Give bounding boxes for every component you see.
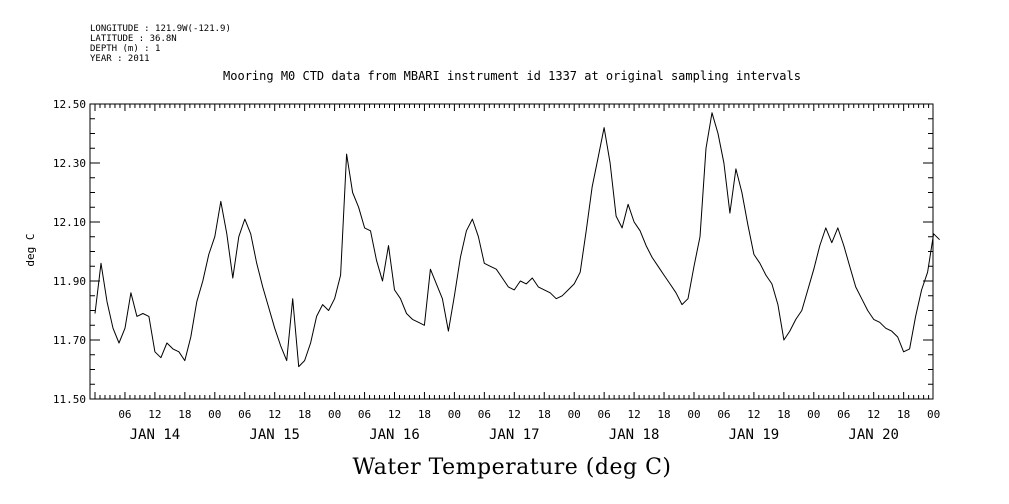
y-tick-label: 12.50 <box>53 98 86 111</box>
x-hour-label: 18 <box>657 408 670 421</box>
x-hour-label: 06 <box>238 408 251 421</box>
header-year: YEAR : 2011 <box>90 54 150 64</box>
x-hour-label: 18 <box>298 408 311 421</box>
x-hour-label: 06 <box>598 408 611 421</box>
x-day-label: JAN 15 <box>249 427 300 443</box>
x-day-label: JAN 20 <box>848 427 899 443</box>
x-hour-label: 12 <box>148 408 161 421</box>
x-hour-label: 12 <box>627 408 640 421</box>
x-hour-label: 06 <box>478 408 491 421</box>
y-tick-label: 12.30 <box>53 157 86 170</box>
x-hour-label: 12 <box>747 408 760 421</box>
x-day-label: JAN 19 <box>729 427 780 443</box>
y-tick-label: 11.90 <box>53 275 86 288</box>
data-layer <box>94 112 940 368</box>
x-hour-label: 00 <box>328 408 341 421</box>
x-day-label: JAN 14 <box>130 427 181 443</box>
header-depth: DEPTH (m) : 1 <box>90 44 160 54</box>
y-tick-label: 11.70 <box>53 334 86 347</box>
x-hour-label: 00 <box>568 408 581 421</box>
y-tick-label: 12.10 <box>53 216 86 229</box>
axes-layer: 11.50 11.70 11.90 12.10 12.30 12.50 06 12 18 00 06… <box>53 98 940 443</box>
header-longitude: LONGITUDE : 121.9W(-121.9) <box>90 24 231 34</box>
x-hour-label: 18 <box>897 408 910 421</box>
x-hour-label: 18 <box>418 408 431 421</box>
x-hour-label: 18 <box>777 408 790 421</box>
plot-frame <box>89 103 934 400</box>
chart-title: Mooring M0 CTD data from MBARI instrumen… <box>223 69 801 83</box>
x-day-label: JAN 18 <box>609 427 660 443</box>
y-axis-label: deg C <box>24 233 37 266</box>
header-latitude: LATITUDE : 36.8N <box>90 34 177 44</box>
y-tick-label: 11.50 <box>53 393 86 406</box>
header-block: LONGITUDE : 121.9W(-121.9) LATITUDE : 36… <box>90 24 231 64</box>
x-hour-label: 12 <box>508 408 521 421</box>
x-hour-label: 00 <box>927 408 940 421</box>
x-hour-label: 12 <box>388 408 401 421</box>
x-hour-label: 00 <box>208 408 221 421</box>
x-hour-label: 18 <box>538 408 551 421</box>
x-hour-label: 12 <box>867 408 880 421</box>
footer-label: Water Temperature (deg C) <box>353 455 672 480</box>
x-hour-label: 00 <box>448 408 461 421</box>
x-hour-label: 00 <box>687 408 700 421</box>
x-hour-label: 06 <box>118 408 131 421</box>
x-hour-label: 06 <box>358 408 371 421</box>
x-day-label: JAN 17 <box>489 427 540 443</box>
x-hour-label: 00 <box>807 408 820 421</box>
series-line-water-temperature <box>94 112 940 368</box>
x-hour-label: 12 <box>268 408 281 421</box>
x-hour-label: 18 <box>178 408 191 421</box>
x-hour-label: 06 <box>837 408 850 421</box>
x-hour-label: 06 <box>717 408 730 421</box>
x-day-label: JAN 16 <box>369 427 420 443</box>
